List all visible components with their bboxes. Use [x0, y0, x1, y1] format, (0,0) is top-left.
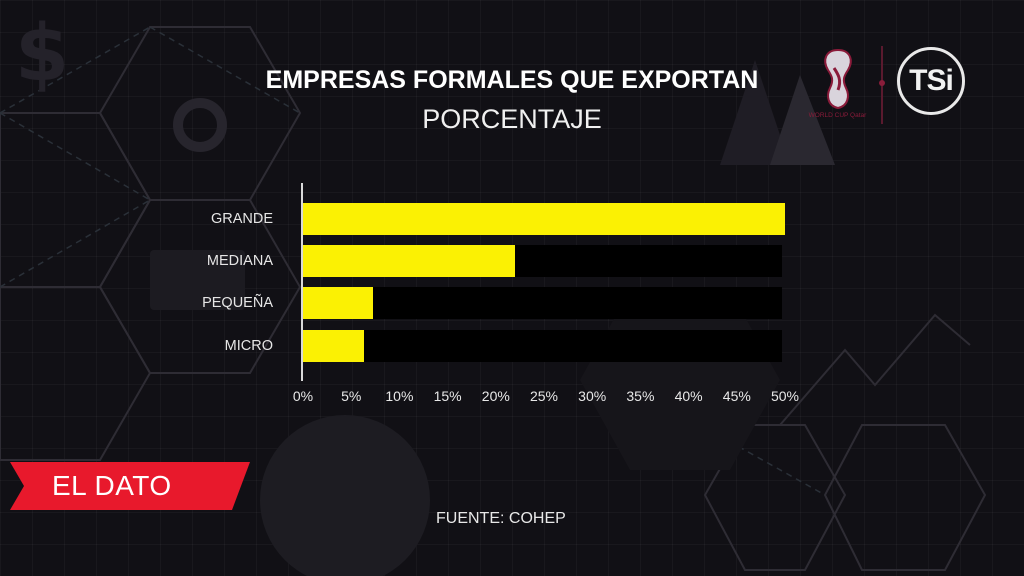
category-label: PEQUEÑA	[202, 295, 273, 311]
x-tick-label: 45%	[722, 388, 751, 404]
bar-grande	[303, 203, 785, 235]
category-label: MEDIANA	[206, 253, 273, 269]
el-dato-label: EL DATO	[52, 470, 172, 501]
el-dato-banner	[10, 462, 250, 510]
svg-text:$: $	[15, 9, 69, 99]
tsi-channel-logo: TSi	[897, 47, 965, 115]
bar-track-pequena	[303, 287, 782, 319]
x-tick-label: 25%	[529, 388, 559, 404]
x-tick-label: 40%	[674, 388, 703, 404]
bar-mediana	[303, 245, 515, 277]
x-tick-label: 35%	[626, 388, 655, 404]
x-tick-label: 0%	[292, 388, 314, 404]
chart-title: EMPRESAS FORMALES QUE EXPORTAN	[265, 66, 759, 94]
x-tick-label: 20%	[481, 388, 510, 404]
category-label: MICRO	[224, 338, 273, 354]
category-label: GRANDE	[210, 211, 273, 227]
logo-divider	[879, 46, 885, 124]
x-tick-label: 10%	[385, 388, 414, 404]
y-axis-line	[301, 183, 303, 381]
bar-micro	[303, 330, 364, 362]
bar-pequena	[303, 287, 373, 319]
world-cup-logo-icon: FIFA WORLD CUP Qatar 2022	[808, 48, 868, 119]
bar-track-micro	[303, 330, 782, 362]
x-tick-label: 30%	[578, 388, 607, 404]
x-tick-label: 15%	[433, 388, 462, 404]
chart-subtitle: PORCENTAJE	[422, 104, 602, 134]
x-tick-label: 50%	[770, 388, 800, 404]
source-note: FUENTE: COHEP	[436, 510, 566, 527]
svg-text:FIFA WORLD CUP Qatar 2022: FIFA WORLD CUP Qatar 2022	[808, 112, 868, 119]
x-tick-label: 5%	[341, 388, 362, 404]
